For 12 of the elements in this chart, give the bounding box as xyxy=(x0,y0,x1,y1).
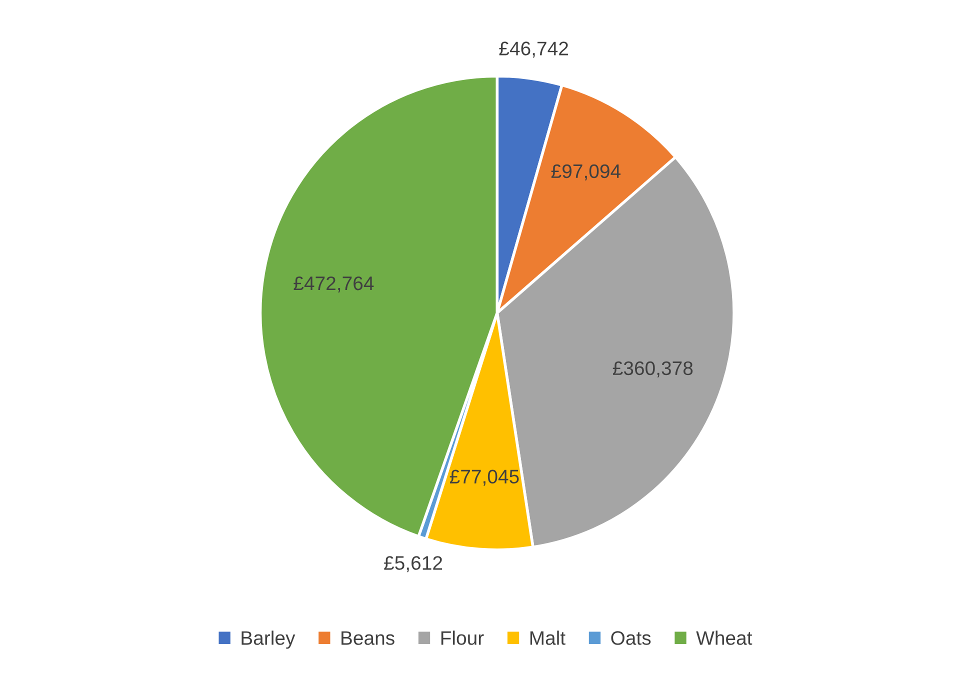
legend-label: Flour xyxy=(441,630,484,645)
data-label: £77,045 xyxy=(450,470,519,486)
data-label: £46,742 xyxy=(499,42,568,58)
legend-label: Barley xyxy=(242,630,296,649)
legend-label: Oats xyxy=(611,631,651,645)
legend-label: Beans xyxy=(342,631,394,645)
data-label: £5,612 xyxy=(384,556,442,572)
legend-label: Malt xyxy=(530,630,566,645)
data-label: £360,378 xyxy=(612,361,693,378)
data-label: £97,094 xyxy=(551,164,621,180)
data-label: £472,764 xyxy=(294,276,374,293)
legend-label: Wheat xyxy=(696,630,752,645)
